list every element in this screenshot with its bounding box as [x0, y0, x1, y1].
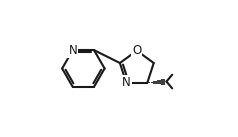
Text: O: O	[132, 44, 141, 57]
Text: N: N	[68, 44, 77, 57]
Text: N: N	[122, 76, 131, 89]
